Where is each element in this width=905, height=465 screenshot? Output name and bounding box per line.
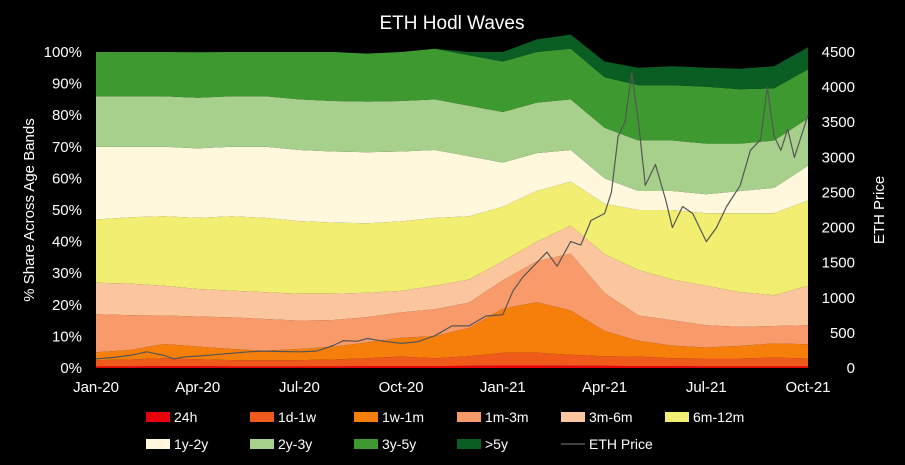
y2-tick-label: 4500	[822, 44, 855, 61]
legend-swatch	[146, 439, 170, 449]
legend-item-3m-6m: 3m-6m	[561, 409, 633, 425]
legend-item-1m-3m: 1m-3m	[457, 409, 529, 425]
y-tick-label: 0%	[60, 360, 82, 377]
legend-item-2y-3y: 2y-3y	[250, 436, 312, 452]
price-line-group	[95, 72, 809, 360]
legend-label: 1y-2y	[174, 436, 208, 452]
y2-tick-label: 1500	[822, 255, 855, 272]
y-tick-label: 20%	[52, 297, 82, 314]
x-tick-label: Oct-21	[785, 379, 830, 396]
y2-tick-label: 500	[830, 325, 855, 342]
legend-swatch	[665, 412, 689, 422]
y-tick-label: 100%	[44, 44, 82, 61]
legend-swatch	[457, 439, 481, 449]
area-3y-5y	[96, 48, 808, 144]
legend-swatch	[354, 439, 378, 449]
legend-swatch	[561, 412, 585, 422]
y2-tick-label: 4000	[822, 79, 855, 96]
y2-tick-label: 3000	[822, 149, 855, 166]
legend-label: 1m-3m	[485, 409, 529, 425]
y-axis-left: 0% 10% 20% 30% 40% 50% 60% 70% 80% 90% 100%	[44, 44, 82, 377]
legend-swatch	[250, 439, 274, 449]
area-1y-2y	[96, 146, 808, 224]
legend-label: 6m-12m	[693, 409, 744, 425]
y2-tick-label: 3500	[822, 114, 855, 131]
area-24h	[96, 365, 808, 368]
area-1m-3m	[96, 253, 808, 353]
legend-item-1w-1m: 1w-1m	[354, 409, 424, 425]
y-tick-label: 60%	[52, 170, 82, 187]
legend-swatch	[457, 412, 481, 422]
legend-label: 3m-6m	[589, 409, 633, 425]
legend-item-eth-price: ETH Price	[561, 436, 653, 452]
legend-label: 1d-1w	[278, 409, 317, 425]
legend-item-1y-2y: 1y-2y	[146, 436, 208, 452]
y2-tick-label: 2000	[822, 220, 855, 237]
legend-item-6m-12m: 6m-12m	[665, 409, 744, 425]
legend-label: >5y	[485, 436, 508, 452]
y2-tick-label: 0	[847, 360, 855, 377]
legend-swatch	[146, 412, 170, 422]
legend-label: ETH Price	[589, 436, 653, 452]
x-tick-label: Apr-20	[175, 379, 220, 396]
legend-item-1d-1w: 1d-1w	[250, 409, 317, 425]
y2-tick-label: 2500	[822, 184, 855, 201]
legend-label: 1w-1m	[382, 409, 424, 425]
eth-price-line	[95, 72, 809, 360]
legend: 24h 1d-1w 1w-1m 1m-3m 3m-6m 6m-12m 1y-2y 2y-3y 3…	[146, 409, 744, 452]
legend-item-3y-5y: 3y-5y	[354, 436, 416, 452]
stacked-areas	[96, 34, 808, 368]
legend-item-gt5y: >5y	[457, 436, 508, 452]
area-6m-12m	[96, 181, 808, 296]
y2-axis-label: ETH Price	[871, 176, 888, 244]
area-1w-1m	[96, 302, 808, 361]
y-tick-label: 90%	[52, 76, 82, 93]
y-tick-label: 70%	[52, 139, 82, 156]
x-tick-label: Apr-21	[582, 379, 627, 396]
area-gt5y	[96, 34, 808, 90]
area-1d-1w	[96, 352, 808, 367]
x-tick-label: Jan-21	[480, 379, 526, 396]
legend-item-24h: 24h	[146, 409, 197, 425]
y-tick-label: 10%	[52, 328, 82, 345]
x-tick-label: Jul-20	[279, 379, 320, 396]
x-tick-label: Jan-20	[73, 379, 119, 396]
legend-label: 3y-5y	[382, 436, 416, 452]
legend-label: 24h	[174, 409, 197, 425]
y-tick-label: 50%	[52, 202, 82, 219]
legend-label: 2y-3y	[278, 436, 312, 452]
y-axis-right: 0 500 1000 1500 2000 2500 3000 3500 4000 4500	[822, 44, 855, 377]
area-2y-3y	[96, 96, 808, 195]
y2-tick-label: 1000	[822, 290, 855, 307]
chart-title: ETH Hodl Waves	[380, 13, 525, 34]
y-tick-label: 80%	[52, 107, 82, 124]
area-3m-6m	[96, 225, 808, 327]
y-axis-label: % Share Across Age Bands	[21, 118, 38, 301]
x-axis: Jan-20 Apr-20 Jul-20 Oct-20 Jan-21 Apr-21 Jul-…	[73, 379, 830, 396]
y-tick-label: 40%	[52, 234, 82, 251]
x-tick-label: Oct-20	[379, 379, 424, 396]
legend-swatch	[354, 412, 378, 422]
y-tick-label: 30%	[52, 265, 82, 282]
x-tick-label: Jul-21	[686, 379, 727, 396]
legend-swatch	[250, 412, 274, 422]
